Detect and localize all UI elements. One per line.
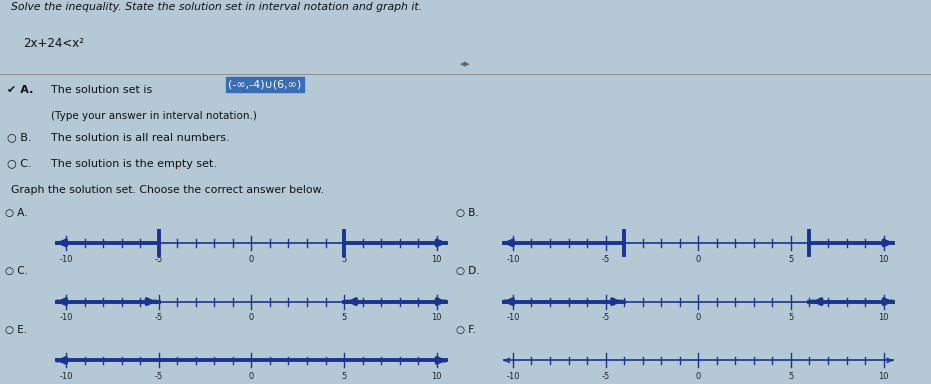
Text: ○ A.: ○ A.	[5, 208, 27, 218]
Text: -10: -10	[60, 313, 73, 322]
Text: -5: -5	[601, 255, 610, 263]
Text: The solution is all real numbers.: The solution is all real numbers.	[51, 133, 230, 143]
Text: -5: -5	[155, 372, 163, 381]
Text: Solve the inequality. State the solution set in interval notation and graph it.: Solve the inequality. State the solution…	[11, 2, 423, 12]
Text: ○ C.: ○ C.	[7, 159, 32, 169]
Text: 0: 0	[249, 255, 254, 263]
Text: ○ B.: ○ B.	[7, 133, 32, 143]
Text: 0: 0	[695, 372, 701, 381]
Text: 2x+24<x²: 2x+24<x²	[23, 37, 85, 50]
Text: 10: 10	[878, 313, 889, 322]
Text: 10: 10	[431, 255, 442, 263]
Text: ○ F.: ○ F.	[456, 325, 476, 335]
Text: 0: 0	[249, 313, 254, 322]
Text: 5: 5	[342, 313, 346, 322]
Text: -10: -10	[506, 372, 519, 381]
Text: 10: 10	[878, 372, 889, 381]
Text: ○ B.: ○ B.	[456, 208, 479, 218]
Text: The solution set is: The solution set is	[51, 85, 153, 95]
Text: 10: 10	[431, 313, 442, 322]
Text: ◀▶: ◀▶	[460, 61, 471, 67]
Text: 10: 10	[431, 372, 442, 381]
Text: 5: 5	[789, 372, 793, 381]
Text: -10: -10	[506, 255, 519, 263]
Text: (Type your answer in interval notation.): (Type your answer in interval notation.)	[51, 111, 257, 121]
Text: -5: -5	[601, 372, 610, 381]
Text: (-∞,-4)∪(6,∞): (-∞,-4)∪(6,∞)	[228, 79, 302, 89]
Text: 10: 10	[878, 255, 889, 263]
Text: -10: -10	[506, 313, 519, 322]
Text: -5: -5	[601, 313, 610, 322]
Text: ○ E.: ○ E.	[5, 325, 27, 335]
Text: Graph the solution set. Choose the correct answer below.: Graph the solution set. Choose the corre…	[11, 185, 324, 195]
Text: 5: 5	[789, 313, 793, 322]
Text: 0: 0	[695, 255, 701, 263]
Text: ✔ A.: ✔ A.	[7, 85, 34, 95]
Text: 5: 5	[789, 255, 793, 263]
Text: The solution is the empty set.: The solution is the empty set.	[51, 159, 217, 169]
Text: 0: 0	[249, 372, 254, 381]
Text: 5: 5	[342, 372, 346, 381]
Text: 5: 5	[342, 255, 346, 263]
Text: -10: -10	[60, 255, 73, 263]
Text: -5: -5	[155, 255, 163, 263]
Text: ○ D.: ○ D.	[456, 266, 479, 276]
Text: -5: -5	[155, 313, 163, 322]
Text: ○ C.: ○ C.	[5, 266, 28, 276]
Text: 0: 0	[695, 313, 701, 322]
Text: -10: -10	[60, 372, 73, 381]
